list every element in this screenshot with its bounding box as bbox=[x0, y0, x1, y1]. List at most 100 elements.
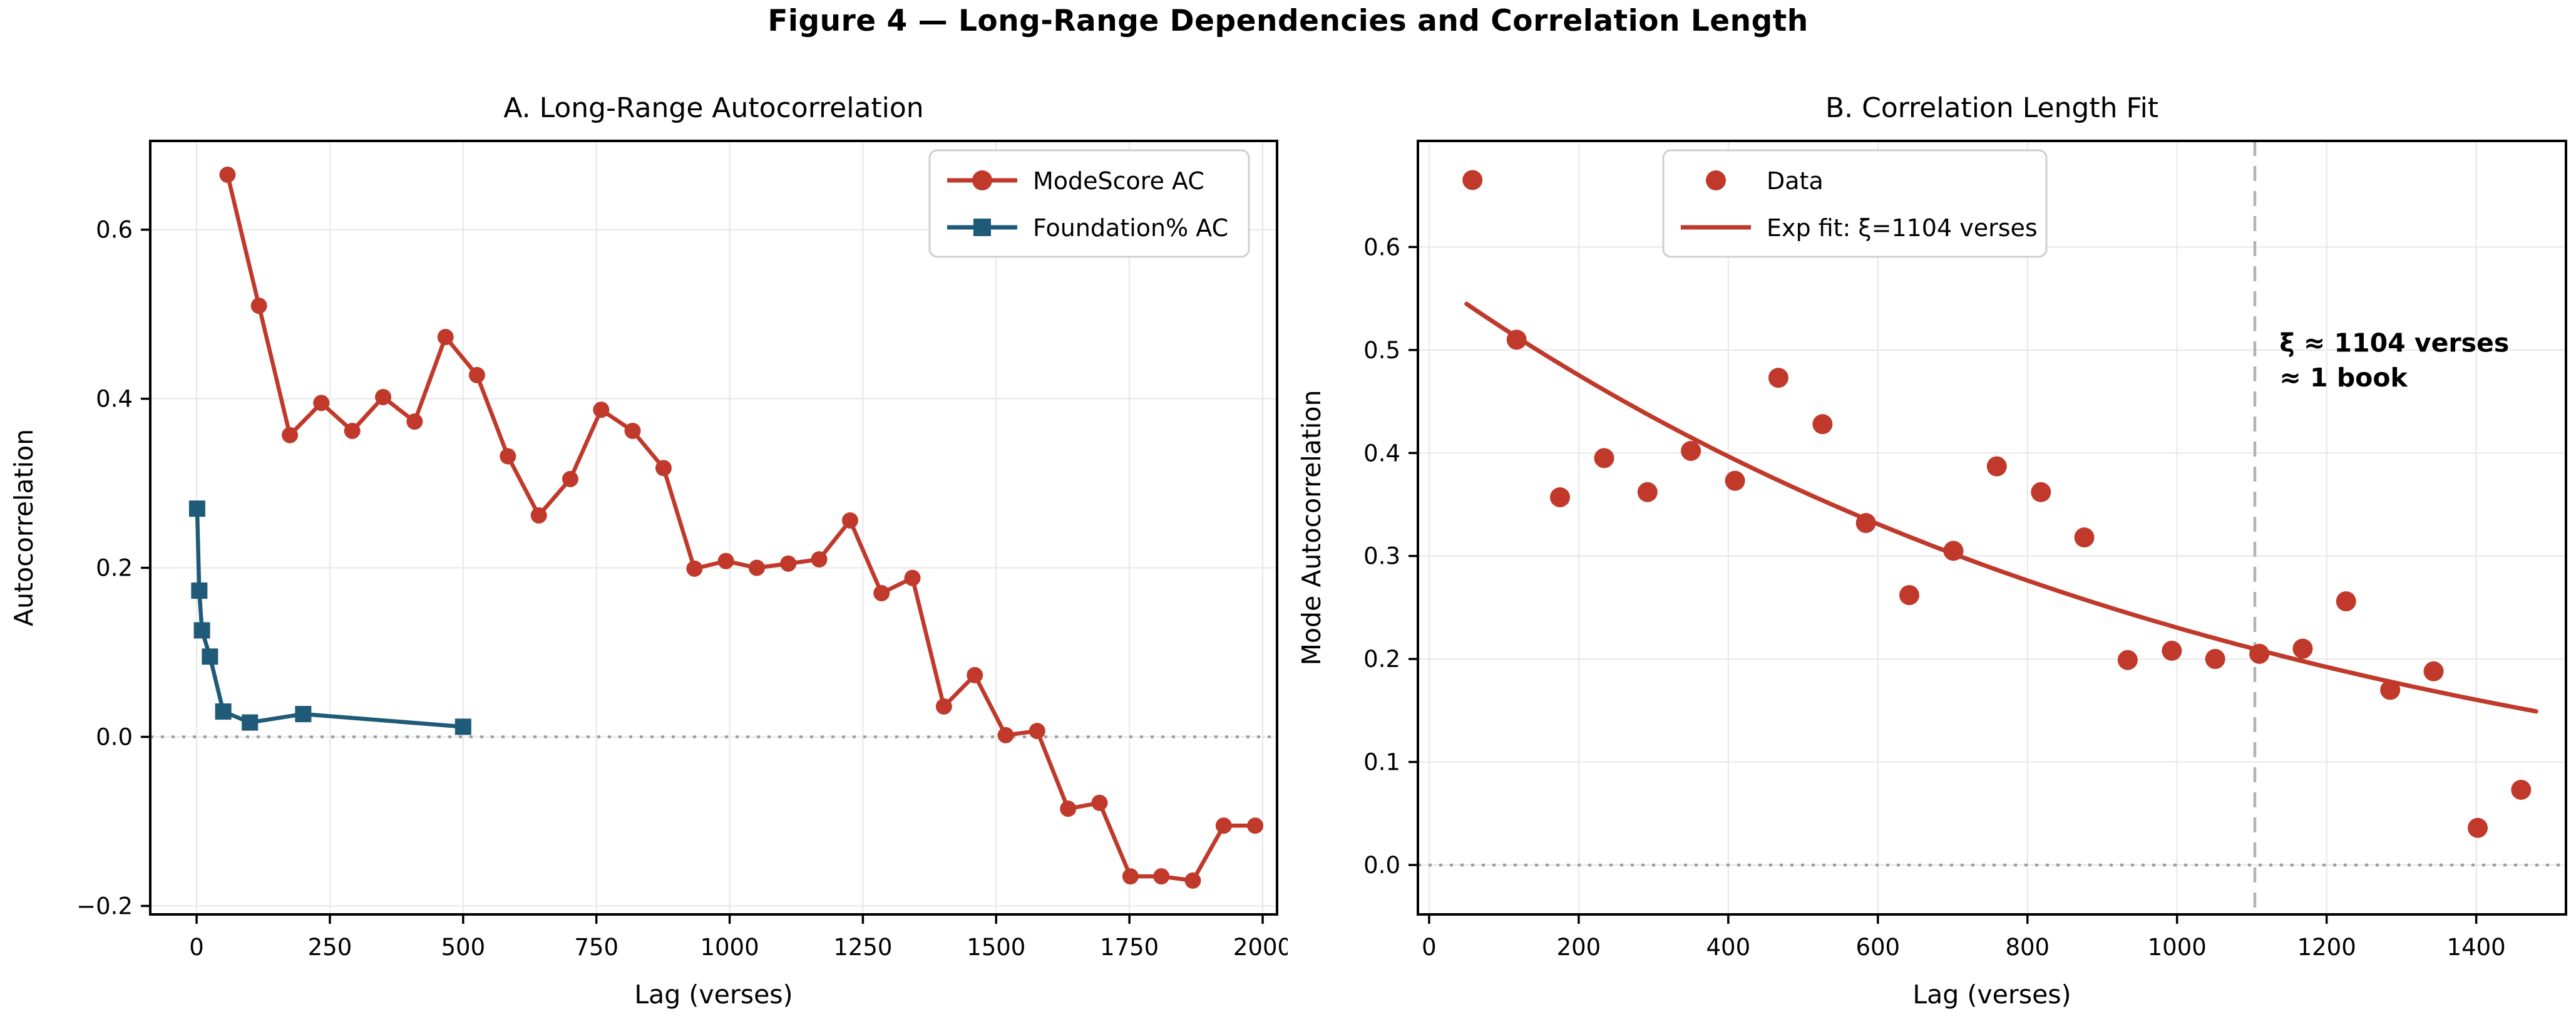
x-axis-label: Lag (verses) bbox=[634, 980, 793, 1010]
marker-circle bbox=[2511, 780, 2532, 800]
y-tick-label: 0.4 bbox=[96, 386, 133, 413]
y-tick-label: −0.2 bbox=[76, 893, 133, 920]
marker-square bbox=[295, 706, 312, 723]
panel-b: 0 200 400 600 800 1000 1200 1400 0.0 0.1 0.2 0.3 0.4… bbox=[1288, 56, 2575, 1019]
x-tick-label: 750 bbox=[574, 934, 618, 961]
marker-circle bbox=[344, 422, 361, 439]
marker-circle bbox=[1122, 868, 1139, 885]
marker-circle bbox=[717, 552, 734, 569]
panel-title: B. Correlation Length Fit bbox=[1825, 92, 2158, 124]
marker-circle bbox=[1060, 800, 1077, 817]
y-tick-label: 0.6 bbox=[1363, 234, 1400, 261]
legend-label: Exp fit: ξ=1104 verses bbox=[1767, 214, 2038, 242]
marker-circle bbox=[500, 448, 516, 465]
marker-circle bbox=[1637, 482, 1658, 502]
axis-ticks: 0 200 400 600 800 1000 1200 1400 0.0 0.1 0.2 0.3 0.4… bbox=[1363, 234, 2506, 961]
y-tick-label: 0.4 bbox=[1363, 440, 1400, 467]
marker-circle bbox=[2468, 817, 2488, 838]
marker-circle bbox=[593, 401, 610, 418]
x-tick-label: 1750 bbox=[1100, 934, 1159, 961]
marker-circle bbox=[1768, 368, 1788, 388]
x-tick-label: 600 bbox=[1855, 934, 1900, 961]
marker-circle bbox=[530, 507, 547, 524]
legend-circle-marker bbox=[972, 170, 992, 190]
fit-curve bbox=[1464, 301, 2538, 714]
series-line-modescore-ac bbox=[225, 172, 1258, 883]
y-tick-label: 0.6 bbox=[96, 217, 133, 244]
marker-circle bbox=[282, 427, 299, 443]
marker-circle bbox=[562, 470, 578, 487]
panel-b-chart: 0 200 400 600 800 1000 1200 1400 0.0 0.1 0.2 0.3 0.4… bbox=[1296, 92, 2567, 1010]
marker-circle bbox=[375, 388, 392, 405]
marker-circle bbox=[1153, 868, 1170, 885]
legend-circle-marker bbox=[1706, 170, 1726, 190]
x-tick-label: 500 bbox=[441, 934, 485, 961]
x-axis-label: Lag (verses) bbox=[1912, 980, 2071, 1010]
marker-circle bbox=[313, 395, 330, 411]
marker-circle bbox=[1812, 414, 1833, 435]
legend: Data Exp fit: ξ=1104 verses bbox=[1662, 149, 2048, 258]
x-tick-label: 200 bbox=[1557, 934, 1601, 961]
axes-spines bbox=[1417, 140, 2567, 916]
marker-circle bbox=[2423, 661, 2444, 681]
marker-circle bbox=[2205, 649, 2225, 670]
marker-circle bbox=[655, 460, 672, 477]
marker-circle bbox=[904, 569, 921, 586]
marker-circle bbox=[1681, 440, 1701, 461]
marker-square bbox=[202, 648, 218, 665]
y-tick-label: 0.1 bbox=[1363, 749, 1400, 776]
legend-label: Data bbox=[1767, 167, 1824, 195]
panel-a-chart: 0 250 500 750 1000 1250 1500 1750 2000 −0.2 0.0 0.2… bbox=[9, 92, 1288, 1010]
y-tick-label: 0.0 bbox=[1363, 852, 1400, 879]
x-tick-label: 1000 bbox=[2148, 934, 2207, 961]
marker-circle bbox=[219, 166, 236, 183]
y-tick-label: 0.0 bbox=[96, 724, 133, 751]
marker-circle bbox=[873, 585, 890, 602]
panel-a: 0 250 500 750 1000 1250 1500 1750 2000 −0.2 0.0 0.2… bbox=[0, 56, 1288, 1019]
marker-circle bbox=[1550, 487, 1571, 507]
x-tick-label: 250 bbox=[308, 934, 352, 961]
marker-circle bbox=[967, 667, 983, 684]
y-tick-label: 0.3 bbox=[1363, 543, 1400, 570]
marker-circle bbox=[2336, 591, 2356, 612]
legend-square-marker bbox=[973, 219, 991, 236]
x-tick-label: 0 bbox=[189, 934, 204, 961]
marker-circle bbox=[811, 551, 828, 568]
legend-label: Foundation% AC bbox=[1033, 214, 1228, 242]
annotation-line: ξ ≈ 1104 verses bbox=[2279, 328, 2509, 358]
series-data bbox=[1462, 170, 2532, 838]
marker-square bbox=[188, 500, 205, 517]
y-axis-label: Mode Autocorrelation bbox=[1296, 390, 1326, 666]
marker-circle bbox=[2074, 527, 2095, 548]
series-foundation-ac bbox=[188, 500, 471, 735]
marker-square bbox=[454, 718, 471, 735]
x-tick-label: 2000 bbox=[1233, 934, 1288, 961]
legend-box bbox=[1662, 149, 2048, 258]
marker-circle bbox=[1215, 817, 1232, 834]
marker-circle bbox=[250, 297, 267, 314]
panel-title: A. Long-Range Autocorrelation bbox=[503, 92, 923, 124]
marker-circle bbox=[468, 366, 485, 383]
marker-circle bbox=[1462, 170, 1483, 190]
marker-circle bbox=[780, 555, 797, 572]
x-tick-label: 1200 bbox=[2297, 934, 2356, 961]
series-exp-fit-1104-verses bbox=[1464, 301, 2538, 714]
grid bbox=[1418, 141, 2566, 914]
series-modescore-ac bbox=[219, 166, 1264, 889]
panels-row: 0 250 500 750 1000 1250 1500 1750 2000 −0.2 0.0 0.2… bbox=[0, 56, 2576, 1019]
annotation-line: ≈ 1 book bbox=[2279, 363, 2408, 393]
marker-circle bbox=[2162, 641, 2182, 661]
legend-label: ModeScore AC bbox=[1033, 167, 1204, 195]
marker-circle bbox=[624, 422, 641, 439]
axis-ticks: 0 250 500 750 1000 1250 1500 1750 2000 −0.2 0.0 0.2… bbox=[76, 217, 1288, 961]
marker-circle bbox=[748, 559, 765, 576]
marker-circle bbox=[1091, 794, 1108, 811]
y-tick-label: 0.5 bbox=[1363, 337, 1400, 364]
marker-circle bbox=[2117, 649, 2138, 670]
marker-circle bbox=[1184, 872, 1201, 889]
marker-circle bbox=[1594, 448, 1614, 468]
marker-circle bbox=[841, 512, 858, 529]
x-tick-label: 1500 bbox=[967, 934, 1025, 961]
marker-circle bbox=[935, 698, 952, 715]
